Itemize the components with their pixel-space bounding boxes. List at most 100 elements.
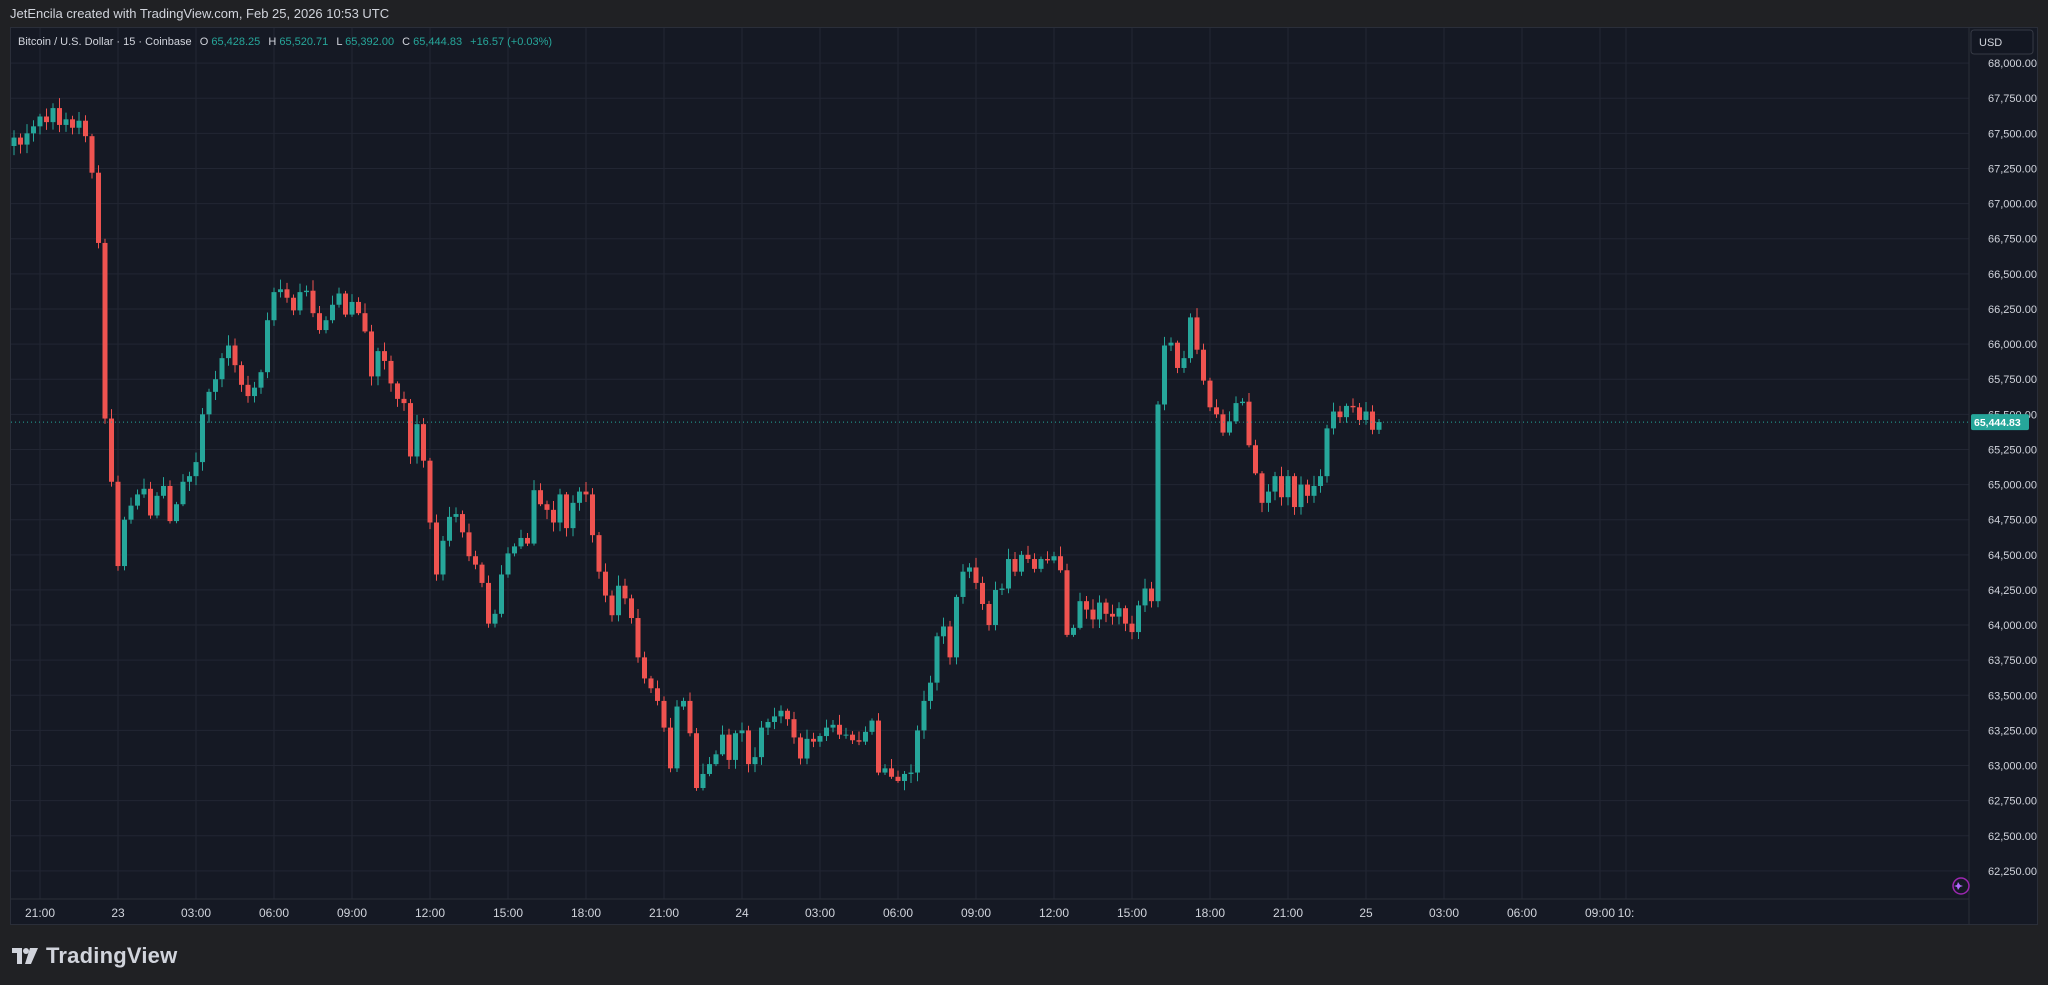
candle[interactable] bbox=[1311, 475, 1317, 503]
candle[interactable] bbox=[206, 388, 212, 423]
candle[interactable] bbox=[219, 353, 225, 388]
candle[interactable] bbox=[551, 501, 556, 532]
candle[interactable] bbox=[70, 115, 75, 135]
candle[interactable] bbox=[1136, 600, 1141, 639]
candle[interactable] bbox=[362, 303, 368, 334]
candle[interactable] bbox=[200, 408, 205, 471]
candle[interactable] bbox=[24, 124, 30, 154]
candle[interactable] bbox=[1272, 471, 1278, 501]
candle[interactable] bbox=[967, 563, 972, 579]
candle[interactable] bbox=[778, 705, 784, 724]
candle[interactable] bbox=[1298, 476, 1304, 515]
candle[interactable] bbox=[466, 523, 472, 562]
candle[interactable] bbox=[941, 617, 946, 644]
candle[interactable] bbox=[356, 297, 361, 316]
candle[interactable] bbox=[1240, 398, 1245, 406]
candle[interactable] bbox=[1266, 484, 1271, 512]
candle[interactable] bbox=[180, 474, 186, 507]
candle[interactable] bbox=[1097, 595, 1102, 629]
candle[interactable] bbox=[174, 501, 179, 524]
candle[interactable] bbox=[889, 758, 894, 779]
candle[interactable] bbox=[531, 480, 537, 546]
candle[interactable] bbox=[674, 700, 680, 773]
candle[interactable] bbox=[895, 770, 901, 783]
candle[interactable] bbox=[297, 283, 303, 315]
candle[interactable] bbox=[1279, 466, 1284, 506]
candle[interactable] bbox=[1084, 595, 1089, 619]
candle[interactable] bbox=[1246, 392, 1252, 448]
candle[interactable] bbox=[648, 675, 654, 694]
candle[interactable] bbox=[1142, 578, 1148, 612]
candle[interactable] bbox=[1155, 401, 1161, 608]
candle[interactable] bbox=[869, 718, 875, 735]
candle[interactable] bbox=[590, 488, 595, 543]
candle[interactable] bbox=[1012, 552, 1018, 577]
candle[interactable] bbox=[882, 764, 888, 775]
candle[interactable] bbox=[856, 731, 862, 746]
candle[interactable] bbox=[863, 726, 868, 745]
candlestick-chart[interactable]: 62,250.00 62,500.00 62,750.00 63,000.00 63,2… bbox=[11, 28, 2037, 924]
candle[interactable] bbox=[512, 543, 517, 557]
candle[interactable] bbox=[928, 675, 933, 710]
candle[interactable] bbox=[850, 731, 855, 745]
candle[interactable] bbox=[304, 285, 309, 297]
candle[interactable] bbox=[616, 575, 621, 622]
candle[interactable] bbox=[115, 475, 121, 571]
candle[interactable] bbox=[1376, 418, 1382, 434]
candle[interactable] bbox=[798, 733, 803, 765]
candle[interactable] bbox=[772, 707, 777, 730]
candle[interactable] bbox=[479, 562, 485, 588]
candle[interactable] bbox=[375, 347, 381, 386]
candle[interactable] bbox=[1188, 313, 1193, 363]
candle[interactable] bbox=[811, 732, 816, 748]
candle[interactable] bbox=[369, 324, 374, 386]
currency-button[interactable]: USD bbox=[1970, 29, 2034, 55]
candle[interactable] bbox=[1350, 398, 1356, 413]
candle[interactable] bbox=[921, 690, 927, 739]
candle[interactable] bbox=[31, 120, 36, 142]
candle[interactable] bbox=[746, 725, 751, 773]
candle[interactable] bbox=[804, 729, 810, 765]
candle[interactable] bbox=[1019, 551, 1024, 576]
candle[interactable] bbox=[1077, 592, 1083, 630]
candle[interactable] bbox=[148, 481, 153, 519]
candle[interactable] bbox=[603, 563, 608, 603]
candle[interactable] bbox=[447, 506, 452, 547]
candle[interactable] bbox=[700, 763, 706, 791]
candle[interactable] bbox=[707, 756, 712, 777]
candle[interactable] bbox=[876, 713, 881, 776]
candle[interactable] bbox=[1331, 402, 1336, 435]
candle[interactable] bbox=[310, 280, 316, 318]
candle[interactable] bbox=[934, 632, 940, 691]
candle[interactable] bbox=[960, 564, 966, 604]
candle[interactable] bbox=[609, 590, 615, 622]
candle[interactable] bbox=[37, 113, 43, 135]
candle[interactable] bbox=[57, 98, 62, 133]
candle[interactable] bbox=[50, 103, 56, 130]
candle[interactable] bbox=[1285, 469, 1291, 506]
candle[interactable] bbox=[518, 529, 524, 550]
candle[interactable] bbox=[1292, 473, 1297, 515]
candle[interactable] bbox=[583, 482, 589, 502]
candle[interactable] bbox=[414, 414, 420, 464]
candle[interactable] bbox=[915, 725, 920, 782]
candle[interactable] bbox=[245, 375, 251, 403]
candle[interactable] bbox=[460, 510, 465, 538]
candle[interactable] bbox=[382, 342, 387, 370]
candle[interactable] bbox=[102, 238, 108, 424]
candle[interactable] bbox=[336, 287, 342, 308]
candle[interactable] bbox=[499, 565, 504, 618]
candle[interactable] bbox=[596, 532, 602, 579]
candle[interactable] bbox=[1363, 401, 1369, 425]
candle[interactable] bbox=[226, 335, 231, 366]
chart-area[interactable]: 62,250.00 62,500.00 62,750.00 63,000.00 63,2… bbox=[10, 27, 2038, 925]
candle[interactable] bbox=[993, 581, 998, 631]
candle[interactable] bbox=[63, 112, 69, 132]
candle[interactable] bbox=[1233, 396, 1239, 425]
candle[interactable] bbox=[1181, 350, 1187, 373]
candle[interactable] bbox=[1162, 336, 1167, 411]
candle[interactable] bbox=[824, 719, 829, 741]
candle[interactable] bbox=[278, 279, 283, 298]
candle[interactable] bbox=[349, 294, 355, 317]
candle[interactable] bbox=[837, 714, 842, 739]
